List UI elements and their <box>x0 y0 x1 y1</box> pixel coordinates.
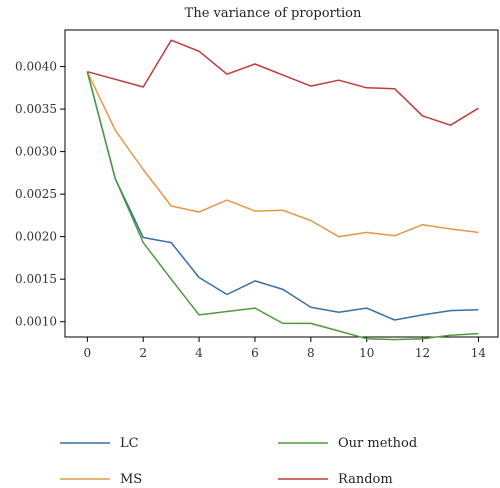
x-tick-label: 6 <box>251 346 259 360</box>
x-tick-label: 10 <box>359 346 374 360</box>
y-tick-label: 0.0015 <box>15 272 57 286</box>
series-line-ms <box>86 71 479 238</box>
series-line-our-method <box>86 71 479 341</box>
x-tick-label: 14 <box>471 346 487 360</box>
y-tick-label: 0.0030 <box>15 145 57 159</box>
series-line-random <box>87 39 479 126</box>
x-tick-label: 4 <box>195 346 203 360</box>
series-lines <box>86 39 479 341</box>
legend: LC MS Our method Random <box>60 436 417 487</box>
chart-title: The variance of proportion <box>185 6 362 21</box>
x-tick-label: 8 <box>307 346 315 360</box>
axes: 0 2 4 6 8 10 12 14 0.0010 0.0015 0.0020 0.0025 0.003… <box>15 60 486 360</box>
y-tick-label: 0.0010 <box>15 315 57 329</box>
x-tick-label: 12 <box>415 346 430 360</box>
y-tick-label: 0.0035 <box>15 102 57 116</box>
y-tick-label: 0.0040 <box>15 60 57 74</box>
legend-label-lc: LC <box>120 436 139 451</box>
legend-label-our-method: Our method <box>338 436 417 451</box>
x-tick-label: 0 <box>84 346 92 360</box>
y-tick-label: 0.0020 <box>15 230 57 244</box>
series-line-lc <box>86 71 479 321</box>
legend-label-random: Random <box>338 472 393 487</box>
plot-area <box>64 29 499 338</box>
y-tick-label: 0.0025 <box>15 187 57 201</box>
x-tick-label: 2 <box>139 346 147 360</box>
legend-label-ms: MS <box>120 472 142 487</box>
